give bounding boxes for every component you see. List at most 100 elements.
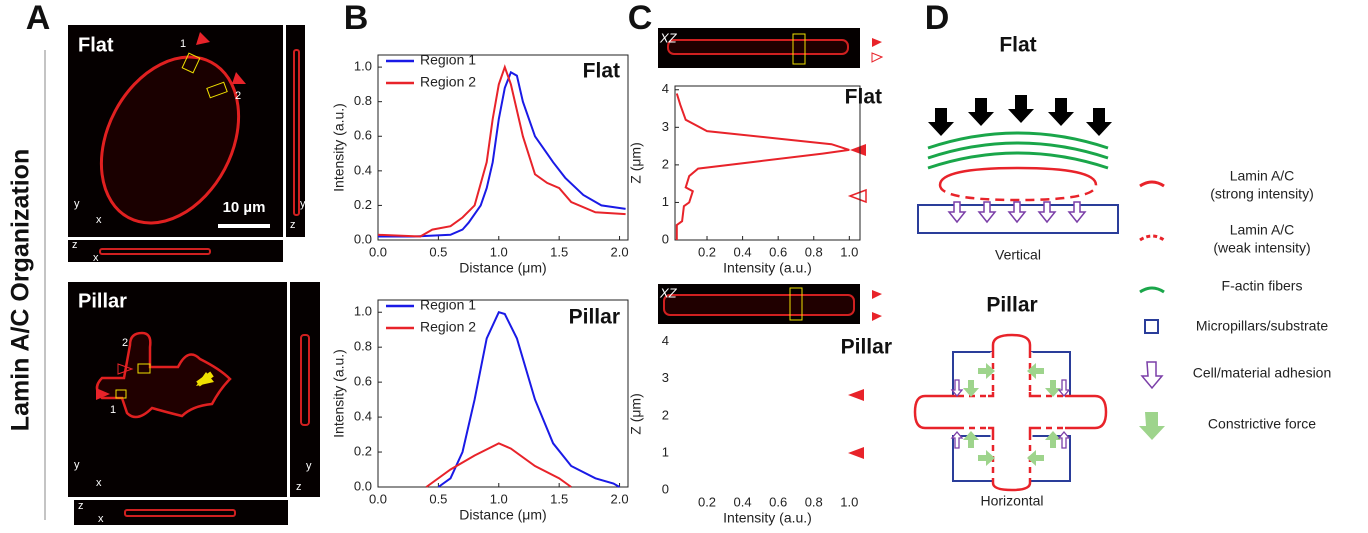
y-tick-label: 0 (662, 481, 669, 496)
x-axis-label: Intensity (a.u.) (723, 510, 812, 526)
strip-label: XZ (659, 285, 678, 300)
legend-label: Micropillars/substrate (1196, 318, 1328, 334)
y-tick-label: 0.6 (354, 128, 372, 143)
diagram-title: Flat (999, 34, 1036, 57)
y-tick-label: 1.0 (354, 59, 372, 74)
xz-strip (658, 28, 884, 324)
strip-label: XZ (659, 30, 678, 45)
x-tick-label: 0.2 (698, 494, 716, 509)
plot-frame (674, 85, 861, 241)
x-tick-label: 1.5 (550, 244, 568, 259)
axis-letter: y (306, 460, 312, 472)
axis-letter: x (96, 477, 102, 489)
scale-bar-label: 10 µm (223, 199, 266, 216)
y-tick-label: 0.0 (354, 231, 372, 246)
y-tick-label: 0.6 (354, 374, 372, 389)
panel-letter: C (628, 0, 653, 37)
chart-title: Pillar (569, 306, 620, 329)
region-label: 2 (122, 337, 128, 349)
legend-label: Region 1 (420, 52, 476, 68)
panel-letter: A (26, 0, 51, 37)
panel-letter: B (344, 0, 369, 37)
y-tick-label: 1 (662, 444, 669, 459)
diagram-title: Pillar (986, 294, 1037, 317)
y-tick-label: 2 (662, 156, 669, 171)
legend-label: (strong intensity) (1210, 186, 1313, 202)
x-tick-label: 0.6 (769, 494, 787, 509)
axis-letter: x (96, 214, 102, 226)
x-tick-label: 0.5 (429, 491, 447, 506)
x-tick-label: 0.5 (429, 244, 447, 259)
y-axis-label: Z (μm) (628, 393, 644, 435)
legend-label: Constrictive force (1208, 416, 1316, 432)
y-tick-label: 1.0 (354, 304, 372, 319)
chart-title: Flat (845, 86, 882, 109)
legend-label: Region 1 (420, 297, 476, 313)
micrograph-pillar (68, 282, 320, 525)
y-tick-label: 3 (662, 119, 669, 134)
image-label: Pillar (78, 290, 127, 312)
y-tick-label: 0.8 (354, 93, 372, 108)
y-tick-label: 2 (662, 407, 669, 422)
axis-letter: z (72, 239, 78, 251)
x-tick-label: 0.0 (369, 244, 387, 259)
y-axis-label: Intensity (a.u.) (331, 349, 347, 438)
y-axis-label: Intensity (a.u.) (331, 103, 347, 192)
y-tick-label: 0.0 (354, 478, 372, 493)
x-tick-label: 0.6 (769, 244, 787, 259)
pillar-diagram (913, 333, 1108, 492)
diagram-caption: Vertical (995, 247, 1041, 263)
data-line (437, 310, 621, 488)
legend-icons (1139, 180, 1165, 440)
y-tick-label: 0.4 (354, 162, 372, 177)
x-tick-label: 1.0 (490, 491, 508, 506)
data-line (378, 70, 626, 238)
axis-letter: y (300, 198, 306, 210)
axis-letter: y (74, 198, 80, 210)
x-tick-label: 2.0 (611, 491, 629, 506)
data-line (377, 64, 626, 238)
axis-letter: y (74, 459, 80, 471)
y-axis-label: Z (μm) (628, 142, 644, 184)
y-tick-label: 0.4 (354, 409, 372, 424)
axis-letter: z (78, 500, 84, 512)
chart-title: Pillar (841, 336, 892, 359)
x-tick-label: 0.0 (369, 491, 387, 506)
y-tick-label: 1 (662, 194, 669, 209)
y-tick-label: 4 (662, 333, 669, 348)
x-axis-label: Intensity (a.u.) (723, 260, 812, 276)
axis-letter: x (98, 513, 104, 525)
y-tick-label: 3 (662, 370, 669, 385)
data-line (425, 442, 572, 488)
legend-label: Lamin A/C (1230, 222, 1295, 238)
legend-label: F-actin fibers (1222, 278, 1303, 294)
panel-letter: D (925, 0, 950, 37)
legend-label: Region 2 (420, 74, 476, 90)
x-tick-label: 0.4 (734, 244, 752, 259)
legend-label: Cell/material adhesion (1193, 365, 1332, 381)
y-tick-label: 4 (662, 81, 669, 96)
plot-frame (377, 54, 629, 241)
x-tick-label: 1.0 (840, 494, 858, 509)
y-tick-label: 0 (662, 231, 669, 246)
x-tick-label: 1.5 (550, 491, 568, 506)
y-tick-label: 0.2 (354, 197, 372, 212)
axis-letter: z (296, 481, 302, 493)
x-axis-label: Distance (μm) (459, 507, 546, 523)
x-tick-label: 0.8 (805, 494, 823, 509)
diagram-caption: Horizontal (980, 493, 1043, 509)
region-label: 1 (180, 38, 186, 50)
axis-letter: x (93, 252, 99, 264)
axis-letter: z (290, 219, 296, 231)
y-tick-label: 0.8 (354, 339, 372, 354)
plot-frame (377, 299, 629, 488)
legend-label: (weak intensity) (1213, 240, 1310, 256)
image-label: Flat (78, 34, 114, 56)
chart-title: Flat (583, 60, 620, 83)
y-tick-label: 0.2 (354, 443, 372, 458)
region-label: 2 (235, 90, 241, 102)
z-markers (847, 144, 867, 459)
x-tick-label: 2.0 (611, 244, 629, 259)
side-label: Lamin A/C Organization (7, 149, 35, 431)
